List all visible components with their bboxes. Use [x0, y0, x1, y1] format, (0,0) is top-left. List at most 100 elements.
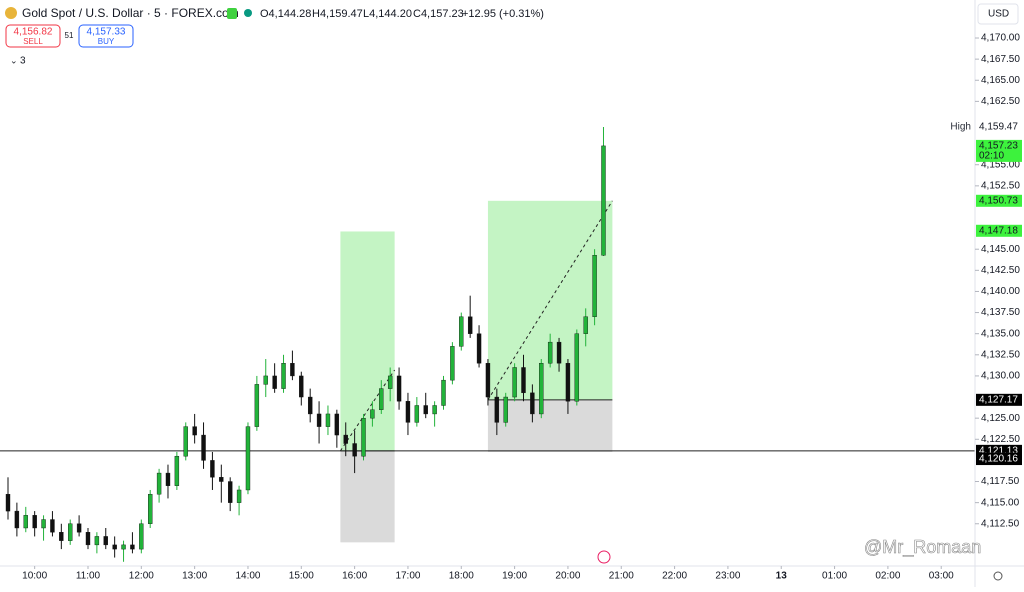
candle-body [85, 532, 91, 546]
candle-body [476, 333, 482, 364]
price-label: 4,120.16 [979, 454, 1018, 465]
ohlc-high: H4,159.47 [312, 8, 363, 20]
y-tick-label: 4,167.50 [981, 54, 1020, 65]
stop-zone [340, 450, 395, 543]
symbol-icon [5, 7, 17, 19]
candle-body [539, 363, 544, 415]
plot [0, 126, 975, 562]
candle-body [503, 396, 508, 423]
candle-body [76, 523, 82, 533]
candle-body [361, 417, 366, 457]
x-tick-label: 01:00 [822, 571, 847, 582]
x-tick-label: 21:00 [609, 571, 634, 582]
collapse-arrow[interactable]: ⌄ [10, 55, 18, 65]
candle-body [174, 455, 180, 486]
buy-label: BUY [98, 37, 115, 46]
x-tick-label: 16:00 [342, 571, 367, 582]
candle-body [219, 477, 224, 482]
candle-body [245, 426, 251, 491]
candle-body [450, 346, 455, 381]
target-zone [340, 231, 395, 451]
candle-body [290, 363, 295, 377]
y-tick-label: 4,115.00 [981, 497, 1020, 508]
candle-body [236, 489, 242, 503]
currency: USD [988, 9, 1009, 20]
y-tick-label: 4,122.50 [981, 434, 1020, 445]
indicator-count: 3 [20, 56, 26, 67]
x-tick-label: 13:00 [182, 571, 207, 582]
candle-body [592, 255, 597, 317]
candle-body [112, 544, 117, 550]
candle-body [396, 375, 402, 402]
candle-body [299, 375, 304, 398]
price-label-bg [976, 224, 1022, 237]
candle-body [521, 367, 526, 394]
candle-body [565, 363, 571, 402]
x-tick-label: 15:00 [289, 571, 314, 582]
y-tick-label: 4,155.00 [981, 159, 1020, 170]
y-tick-label: 4,152.50 [981, 180, 1020, 191]
candle-body [343, 434, 348, 444]
price-label: 4,157.23 [979, 141, 1018, 152]
candle-body [148, 493, 153, 524]
candle-body [183, 426, 188, 457]
candle-body [156, 472, 162, 495]
lightning-icon[interactable] [597, 550, 611, 564]
settings-icon[interactable] [993, 571, 1003, 581]
y-tick-label: 4,117.50 [981, 476, 1020, 487]
price-label-bg [976, 120, 1022, 133]
x-tick-label: 20:00 [555, 571, 580, 582]
candle-body [352, 443, 357, 457]
candle-body [467, 316, 473, 334]
currency-button[interactable] [977, 3, 1019, 25]
candle-body [23, 515, 28, 529]
x-tick-label: 10:00 [22, 571, 47, 582]
candle-body [334, 413, 340, 436]
y-tick-label: 4,135.00 [981, 328, 1020, 339]
ohlc-close: C4,157.23 [413, 8, 464, 20]
y-tick-label: 4,170.00 [981, 33, 1020, 44]
candle-body [50, 519, 55, 533]
x-tick-label: 17:00 [395, 571, 420, 582]
candle-body [201, 434, 206, 461]
candle-body [272, 375, 277, 389]
candle-body [263, 375, 268, 385]
candle-body [192, 426, 197, 436]
price-label: 4,147.18 [979, 225, 1018, 236]
candle-body [387, 375, 393, 389]
candle-body [5, 493, 11, 512]
price-label: 4,159.47 [979, 122, 1018, 133]
sell-label: SELL [23, 37, 43, 46]
x-tick-label: 22:00 [662, 571, 687, 582]
ohlc-change: +12.95 (+0.31%) [462, 8, 544, 20]
candle-body [227, 481, 233, 503]
y-tick-label: 4,137.50 [981, 307, 1020, 318]
candle-body [556, 341, 562, 364]
candle-body [423, 405, 428, 415]
status-dot [244, 9, 252, 17]
candle-body [325, 413, 331, 427]
candle-body [307, 396, 313, 415]
ohlc-open: O4,144.28 [260, 8, 311, 20]
candle-body [130, 544, 135, 550]
x-tick-label: 02:00 [875, 571, 900, 582]
sell-price: 4,156.82 [14, 27, 53, 38]
y-tick-label: 4,140.00 [981, 286, 1020, 297]
buy-price: 4,157.33 [87, 27, 126, 38]
x-tick-label: 11:00 [76, 571, 101, 582]
candle-body [32, 515, 37, 529]
price-label-bg [976, 139, 1022, 162]
candle-body [68, 523, 73, 541]
candle-body [379, 388, 384, 410]
countdown: 02:10 [979, 151, 1004, 162]
symbol-title: Gold Spot / U.S. Dollar · 5 · FOREX.com [22, 6, 239, 20]
sell-button[interactable] [5, 24, 61, 48]
price-label: 4,127.17 [979, 394, 1018, 405]
candle-body [254, 384, 260, 427]
buy-button[interactable] [78, 24, 134, 48]
candle-body [601, 145, 606, 256]
y-tick-label: 4,145.00 [981, 244, 1020, 255]
price-label-bg [976, 194, 1022, 207]
